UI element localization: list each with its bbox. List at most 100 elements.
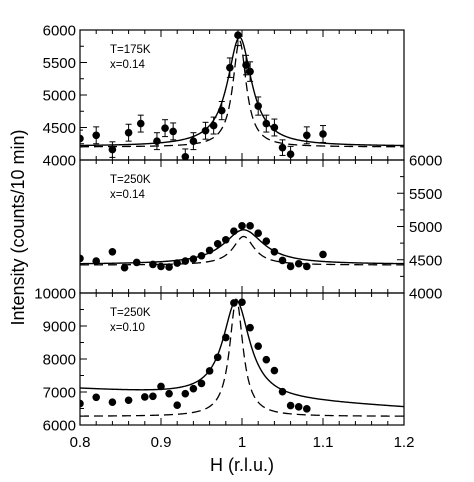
fit-curve-dashed — [80, 39, 404, 148]
fit-curve-solid — [80, 229, 404, 265]
data-marker — [92, 257, 100, 265]
data-marker — [303, 405, 311, 413]
panels: 4000 4500 5000 5500 6000 T=175K x=0.14 4000 4500… — [34, 23, 442, 435]
data-marker — [108, 398, 117, 407]
data-marker — [217, 106, 226, 115]
data-marker — [230, 299, 238, 307]
data-point — [132, 258, 141, 267]
x-tick-label: 0.8 — [70, 434, 91, 451]
data-point — [181, 148, 190, 160]
data-point — [286, 145, 295, 160]
data-marker — [262, 119, 271, 128]
data-marker — [303, 131, 311, 140]
data-point — [303, 126, 311, 145]
data-marker — [181, 389, 190, 398]
data-marker — [262, 237, 271, 245]
data-marker — [197, 251, 206, 260]
panel-annotation: x=0.14 — [110, 189, 145, 201]
data-marker — [136, 119, 145, 128]
data-marker — [165, 389, 173, 398]
data-point — [165, 389, 173, 398]
data-point — [294, 259, 303, 268]
data-point — [197, 251, 206, 260]
data-point — [294, 403, 303, 411]
data-point — [262, 114, 271, 133]
x-tick-label: 1.2 — [394, 434, 415, 451]
data-point — [181, 257, 190, 265]
data-marker — [80, 134, 84, 143]
data-point — [197, 379, 206, 388]
panel-3: 6000 7000 8000 9000 10000 T=250K x=0.10 — [34, 286, 405, 435]
data-marker — [242, 61, 250, 69]
data-point — [286, 401, 295, 410]
data-point — [189, 384, 198, 393]
plot-area — [80, 298, 404, 417]
data-marker — [124, 396, 133, 405]
data-point — [80, 129, 84, 148]
data-point — [173, 259, 181, 267]
data-point — [254, 96, 262, 116]
plot-area — [80, 30, 404, 160]
data-marker — [254, 342, 262, 350]
data-point — [141, 393, 149, 401]
fit-curve-dashed — [80, 235, 404, 266]
data-point — [80, 254, 84, 263]
data-marker — [189, 384, 198, 393]
y-tick-label: 6000 — [43, 23, 76, 40]
data-marker — [197, 379, 206, 388]
y-tick-label: 6000 — [43, 418, 76, 435]
data-point — [278, 139, 287, 156]
data-marker — [92, 393, 100, 402]
data-point — [226, 57, 234, 78]
data-point — [238, 222, 246, 230]
data-point — [92, 126, 100, 145]
data-point — [270, 118, 279, 137]
data-point — [124, 396, 133, 405]
data-point — [80, 399, 84, 408]
data-point — [278, 256, 287, 265]
data-point — [153, 132, 161, 151]
data-marker — [270, 123, 279, 132]
data-marker — [189, 137, 198, 145]
data-point — [149, 392, 157, 401]
data-point — [238, 298, 246, 307]
data-marker — [108, 145, 117, 154]
data-marker — [173, 259, 181, 267]
data-point — [319, 250, 327, 259]
y-tick-label: 4500 — [409, 252, 442, 269]
data-marker — [294, 259, 303, 268]
data-marker — [226, 63, 234, 72]
data-point — [108, 247, 117, 256]
y-tick-label: 5000 — [43, 88, 76, 105]
fit-curve-dashed — [80, 298, 404, 417]
data-marker — [286, 262, 295, 271]
data-marker — [254, 102, 262, 110]
y-tick-label: 6000 — [409, 153, 442, 170]
panel-annotation: x=0.14 — [110, 59, 145, 71]
data-marker — [181, 152, 190, 160]
x-tick-labels: 0.8 0.9 1 1.1 1.2 — [70, 434, 415, 451]
x-tick-label: 0.9 — [151, 434, 172, 451]
data-marker — [92, 131, 100, 140]
data-marker — [169, 127, 177, 136]
data-point — [234, 30, 242, 47]
data-marker — [149, 392, 157, 401]
data-marker — [201, 126, 210, 135]
plot-area — [80, 222, 404, 272]
data-point — [181, 389, 190, 398]
data-point — [108, 141, 117, 158]
data-point — [222, 236, 230, 244]
y-tick-label: 4500 — [43, 120, 76, 137]
data-marker — [80, 399, 84, 408]
data-marker — [278, 256, 287, 265]
data-marker — [132, 258, 141, 267]
y-tick-label: 8000 — [43, 352, 76, 369]
panel-annotation: T=250K — [110, 174, 151, 186]
data-point — [201, 121, 210, 140]
data-marker — [319, 250, 327, 259]
panel-annotation: x=0.10 — [110, 322, 145, 334]
data-marker — [238, 222, 246, 230]
data-marker — [222, 236, 230, 244]
data-point — [213, 239, 222, 248]
